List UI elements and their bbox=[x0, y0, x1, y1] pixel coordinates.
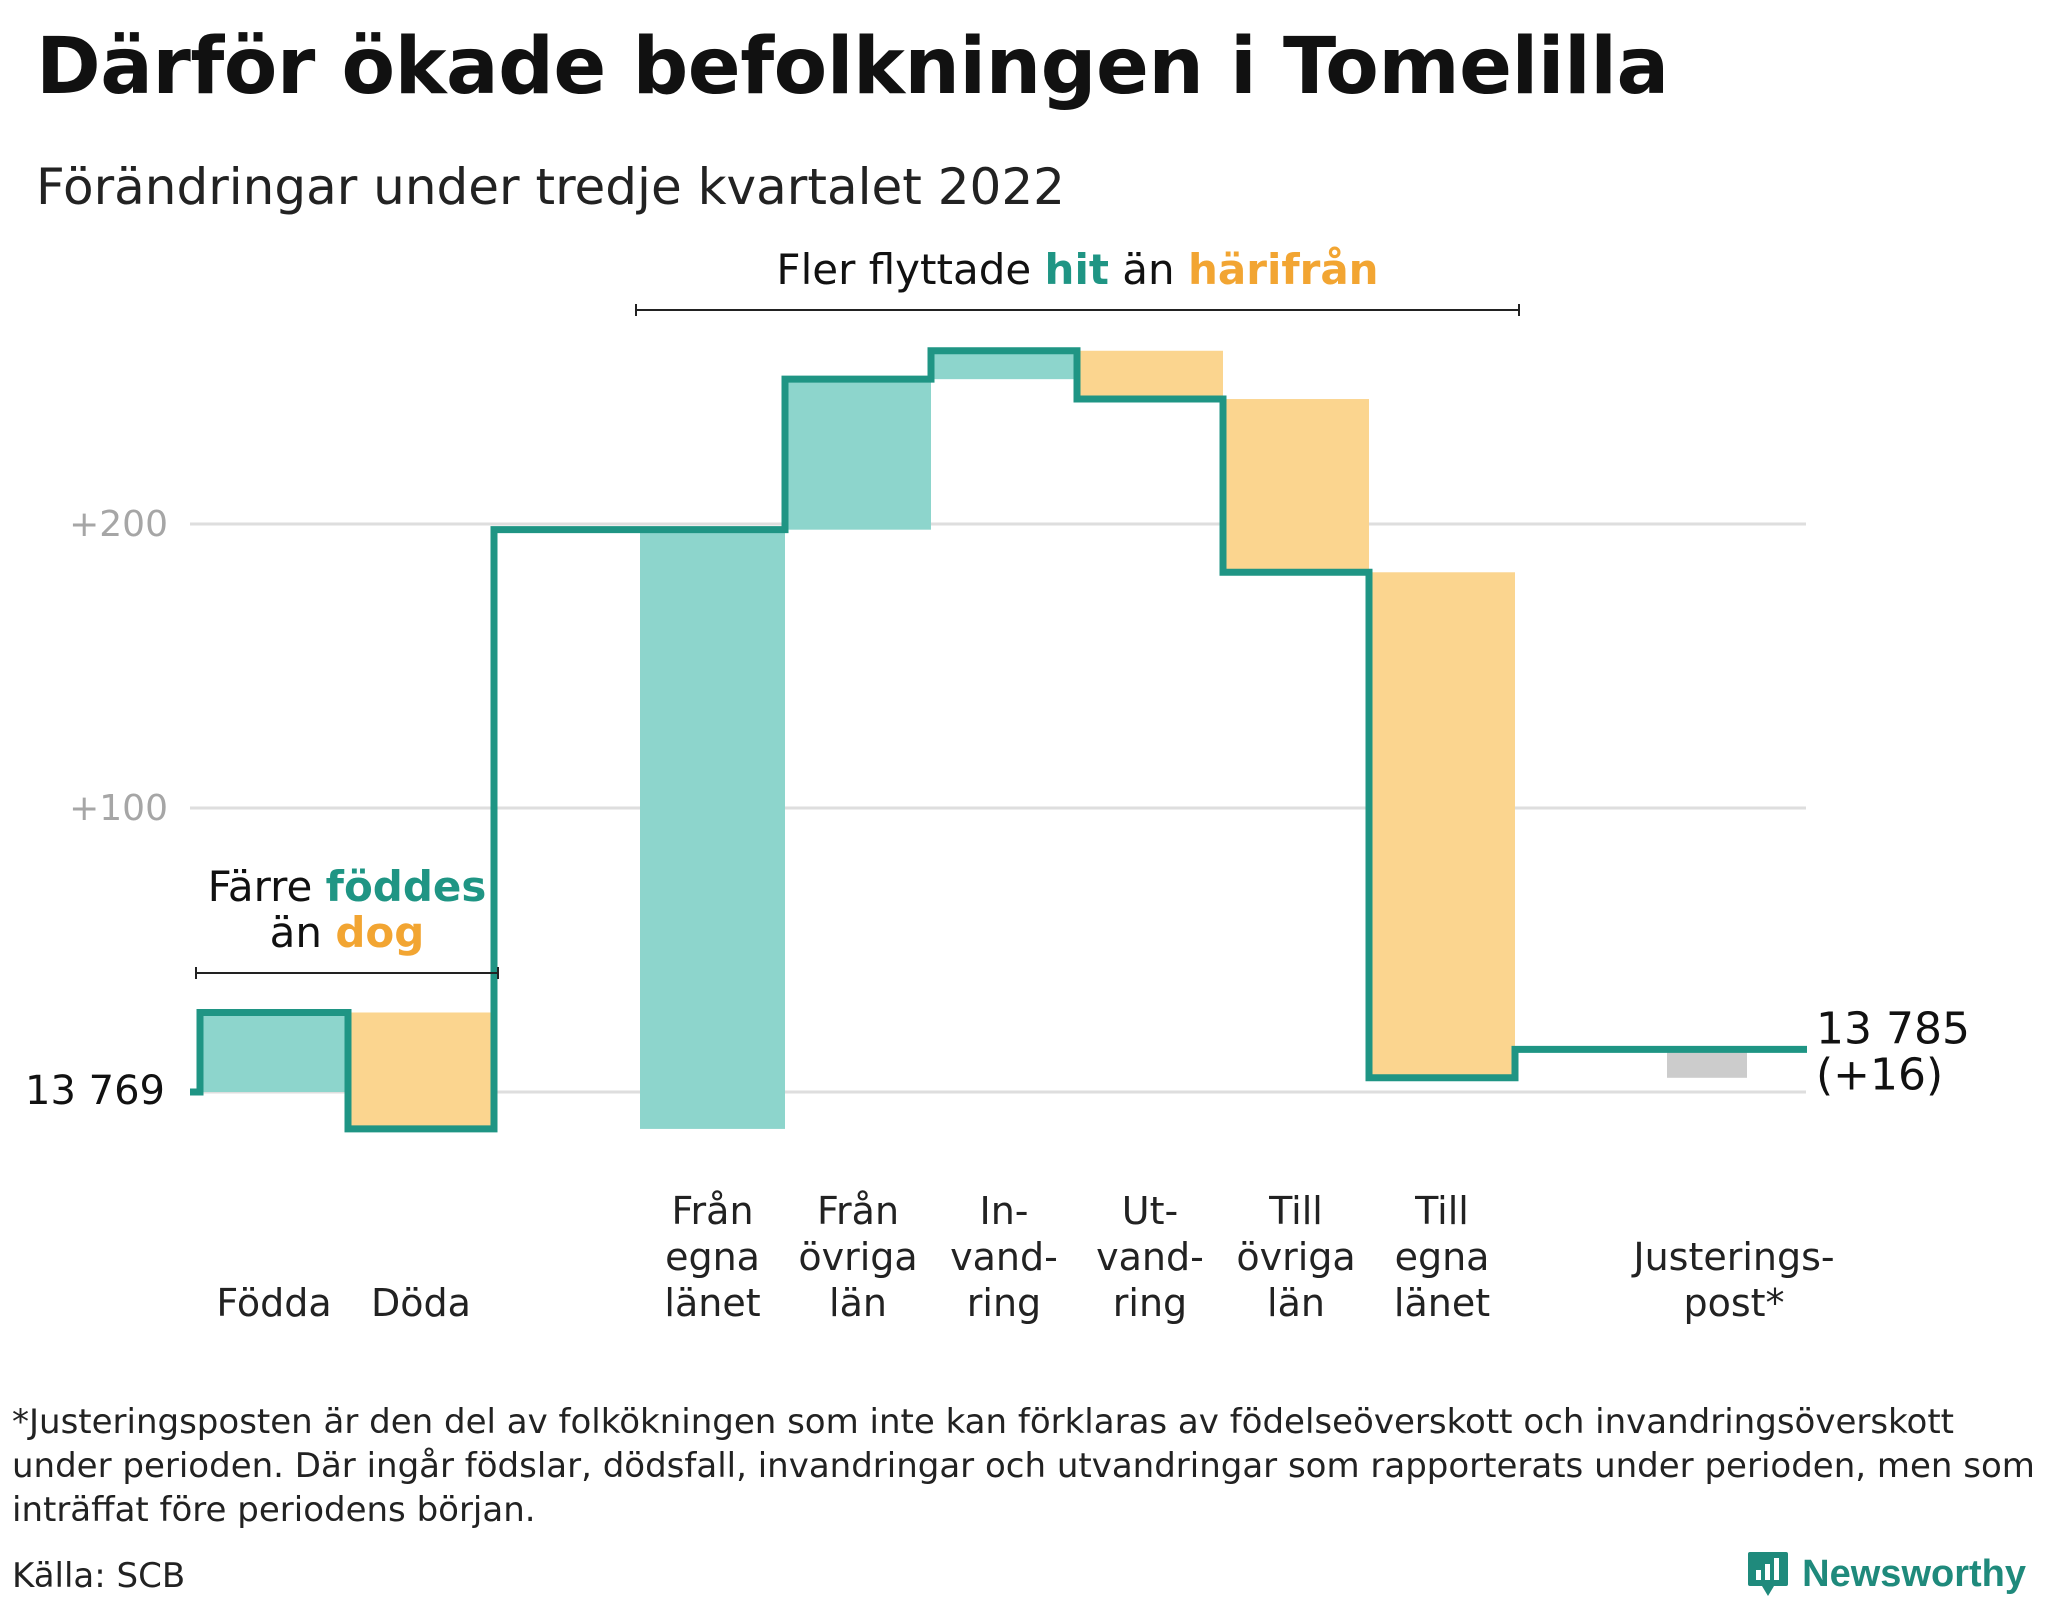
footnote: *Justeringsposten är den del av folkökni… bbox=[12, 1402, 2035, 1530]
bar-1 bbox=[348, 1012, 494, 1129]
category-label: vand- bbox=[950, 1235, 1058, 1279]
category-label: post* bbox=[1683, 1281, 1784, 1325]
category-label: ring bbox=[967, 1281, 1041, 1325]
annotation-segment: hit bbox=[1045, 245, 1109, 294]
bar-5 bbox=[1077, 350, 1223, 400]
category-label: Justerings- bbox=[1631, 1235, 1834, 1279]
category-label: In- bbox=[979, 1189, 1028, 1233]
annotation-segment: Färre bbox=[208, 862, 326, 911]
category-label: Döda bbox=[371, 1281, 471, 1325]
category-label: egna bbox=[1395, 1235, 1490, 1279]
category-label: Från bbox=[817, 1189, 899, 1233]
bar-3 bbox=[785, 379, 931, 530]
category-label: Till bbox=[1414, 1189, 1469, 1233]
annotation-text: Fler flyttade hit än härifrån bbox=[776, 245, 1378, 294]
category-label: Från bbox=[671, 1189, 753, 1233]
category-label: län bbox=[1267, 1281, 1325, 1325]
end-change-label: (+16) bbox=[1816, 1049, 1943, 1100]
category-label: län bbox=[829, 1281, 887, 1325]
chart-title: Därför ökade befolkningen i Tomelilla bbox=[36, 22, 1669, 112]
category-label: länet bbox=[664, 1281, 760, 1325]
category-label: Till bbox=[1268, 1189, 1323, 1233]
step-line bbox=[190, 347, 1807, 1133]
category-label: övriga bbox=[1236, 1235, 1355, 1279]
end-value-label: 13 785 bbox=[1816, 1003, 1970, 1054]
category-label: länet bbox=[1394, 1281, 1490, 1325]
bar-2 bbox=[640, 529, 785, 1129]
brand: Newsworthy bbox=[1746, 1550, 2026, 1598]
bar-7 bbox=[1369, 572, 1515, 1078]
y-tick-label: +100 bbox=[69, 788, 168, 829]
category-label: Ut- bbox=[1122, 1189, 1178, 1233]
annotation-segment: Fler flyttade bbox=[776, 245, 1044, 294]
annotation-text: än dog bbox=[270, 908, 425, 957]
newsworthy-logo-icon bbox=[1748, 1552, 1789, 1596]
annotation-text: Färre föddes bbox=[208, 862, 487, 911]
category-label: övriga bbox=[798, 1235, 917, 1279]
category-label: Födda bbox=[216, 1281, 331, 1325]
category-label: vand- bbox=[1096, 1235, 1204, 1279]
bar-0 bbox=[200, 1012, 348, 1092]
category-label: egna bbox=[665, 1235, 760, 1279]
annotation-segment: än bbox=[270, 908, 336, 957]
chart-subtitle: Förändringar under tredje kvartalet 2022 bbox=[36, 158, 1065, 216]
source-label: Källa: SCB bbox=[12, 1556, 186, 1596]
bar-4 bbox=[931, 350, 1077, 380]
annotation-segment: dog bbox=[335, 908, 424, 957]
start-value-label: 13 769 bbox=[25, 1068, 165, 1114]
category-label: ring bbox=[1113, 1281, 1187, 1325]
brand-name: Newsworthy bbox=[1802, 1552, 2026, 1595]
annotation-segment: än bbox=[1109, 245, 1188, 294]
bar-6 bbox=[1223, 399, 1369, 573]
annotation-segment: härifrån bbox=[1188, 245, 1379, 294]
y-tick-label: +200 bbox=[69, 504, 168, 545]
bar-8 bbox=[1667, 1049, 1747, 1078]
annotation-segment: föddes bbox=[326, 862, 487, 911]
